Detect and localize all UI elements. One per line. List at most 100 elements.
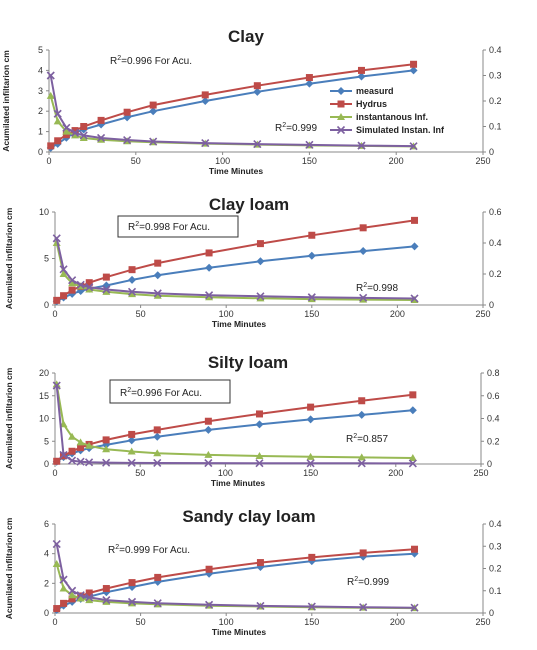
x-marker-stroke xyxy=(59,450,68,459)
data-point xyxy=(53,117,62,125)
x-tick-label: 100 xyxy=(215,156,230,166)
data-point xyxy=(153,289,162,298)
data-point xyxy=(153,599,162,608)
annotation-body: =0.996 For Acu. xyxy=(121,56,192,67)
data-point xyxy=(71,131,80,139)
y-tick-label: 5 xyxy=(44,436,49,446)
x-marker-stroke xyxy=(255,459,264,468)
data-point xyxy=(60,292,68,300)
x-marker-stroke xyxy=(127,458,136,467)
data-point xyxy=(52,539,61,549)
annotation-superscript: 2 xyxy=(363,282,367,289)
data-point xyxy=(357,72,366,81)
y2-tick-label: 0 xyxy=(489,147,494,157)
series-triangle xyxy=(52,380,417,461)
y-axis-label: Acumilated infiltarion cm xyxy=(4,517,14,619)
data-point xyxy=(85,458,94,467)
x-marker-stroke xyxy=(305,140,314,149)
y2-tick-label: 0.2 xyxy=(487,436,500,446)
data-point xyxy=(62,127,71,135)
data-point xyxy=(205,249,213,257)
x-marker-stroke xyxy=(97,133,106,143)
x-marker-stroke xyxy=(52,381,61,390)
data-point xyxy=(76,594,85,602)
data-point xyxy=(68,586,77,595)
data-point xyxy=(102,273,110,281)
data-point xyxy=(62,131,70,139)
annotation-text: R2=0.999 xyxy=(347,576,389,588)
data-point xyxy=(85,279,93,287)
annotation-text: R2=0.857 xyxy=(346,433,388,445)
x-marker-stroke xyxy=(410,603,419,612)
annotation-box xyxy=(117,215,239,238)
data-point xyxy=(59,575,68,584)
data-point xyxy=(205,565,213,573)
data-point xyxy=(253,82,261,90)
x-marker-stroke xyxy=(102,285,111,294)
annotation-body: =0.996 For Acu. xyxy=(131,388,202,399)
data-point xyxy=(52,381,61,390)
data-point xyxy=(123,108,131,116)
data-point xyxy=(68,447,76,455)
y-tick-label: 3 xyxy=(38,86,43,96)
y2-tick-label: 0.6 xyxy=(487,391,500,401)
data-point xyxy=(53,109,62,118)
data-point xyxy=(358,397,366,405)
x-tick-label: 0 xyxy=(52,468,57,478)
y-tick-label: 0 xyxy=(44,459,49,469)
data-point xyxy=(123,135,132,145)
x-tick-label: 200 xyxy=(390,617,405,627)
x-tick-label: 150 xyxy=(304,309,319,319)
data-point xyxy=(79,131,88,140)
legend-label: instantanous Inf. xyxy=(356,112,428,122)
annotation-r2-inst: R2=0.857 xyxy=(346,433,388,445)
y-tick-label: 0 xyxy=(44,608,49,618)
legend-marker xyxy=(337,113,345,120)
data-point xyxy=(307,293,316,302)
x-marker-stroke xyxy=(408,459,417,468)
x-marker-stroke xyxy=(85,458,94,467)
x-marker-stroke xyxy=(76,457,85,466)
data-point xyxy=(154,573,162,581)
legend-label: Simulated Instan. Inf xyxy=(356,125,445,135)
data-point xyxy=(102,458,111,467)
data-point xyxy=(128,266,136,274)
data-point xyxy=(306,452,315,460)
data-point xyxy=(85,589,93,597)
x-tick-label: 200 xyxy=(390,309,405,319)
series-x xyxy=(46,71,418,151)
x-marker-stroke xyxy=(149,137,158,146)
legend-item: instantanous Inf. xyxy=(330,112,428,122)
data-point xyxy=(128,579,136,587)
x-tick-label: 150 xyxy=(303,468,318,478)
x-marker-stroke xyxy=(357,141,366,150)
data-point xyxy=(306,459,315,468)
annotation-superscript: 2 xyxy=(282,122,286,129)
annotation-box xyxy=(109,379,231,404)
data-point xyxy=(128,275,137,284)
data-point xyxy=(53,457,61,465)
x-marker-stroke xyxy=(46,71,55,80)
y2-tick-label: 0.8 xyxy=(487,368,500,378)
data-point xyxy=(205,293,214,301)
data-point xyxy=(149,101,157,109)
y2-tick-label: 0 xyxy=(487,459,492,469)
x-marker-stroke xyxy=(153,458,162,468)
annotation-text: R2=0.998 For Acu. xyxy=(128,221,210,233)
annotation-superscript: 2 xyxy=(117,55,121,62)
x-marker-stroke xyxy=(307,293,316,302)
annotation-r2-acu: R2=0.998 For Acu. xyxy=(117,215,239,238)
y-tick-label: 0 xyxy=(38,147,43,157)
x-tick-label: 250 xyxy=(475,617,490,627)
x-tick-label: 50 xyxy=(136,617,146,627)
data-point xyxy=(52,560,61,568)
y-tick-label: 15 xyxy=(39,391,49,401)
y-tick-label: 10 xyxy=(39,207,49,217)
x-marker-stroke xyxy=(359,603,368,612)
legend-item: measurd xyxy=(330,86,394,96)
data-point xyxy=(201,97,210,105)
data-point xyxy=(357,453,366,461)
data-point xyxy=(59,265,68,274)
